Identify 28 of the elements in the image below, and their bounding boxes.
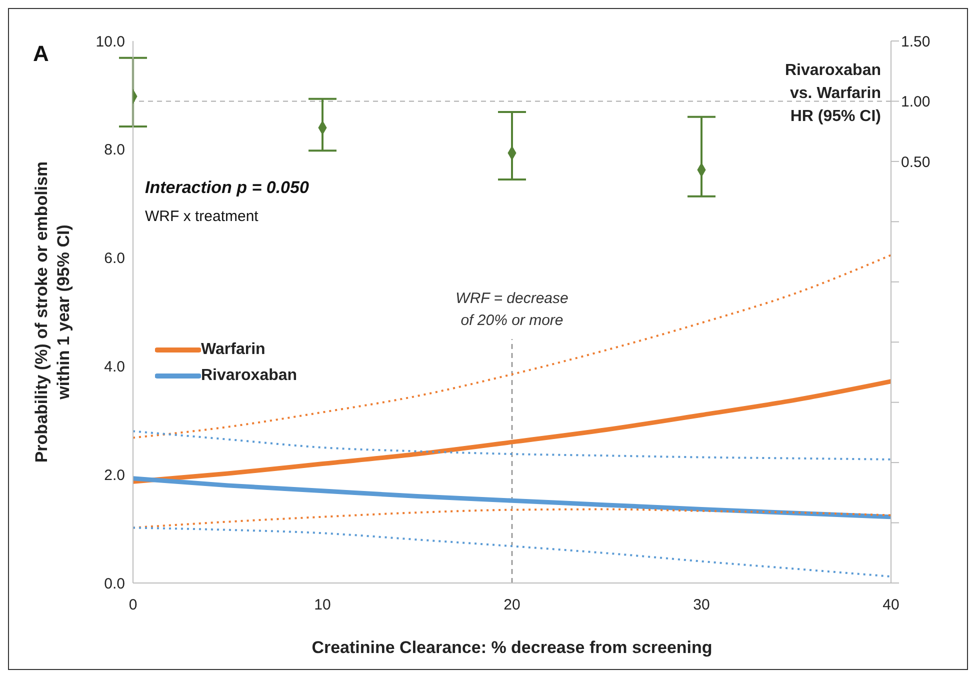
y2-tick-label: 0.50 bbox=[901, 154, 930, 171]
annotation: Interaction p = 0.050 bbox=[145, 178, 310, 197]
y-tick-label: 4.0 bbox=[104, 358, 125, 376]
legend-label: Warfarin bbox=[201, 341, 266, 359]
x-tick-label: 30 bbox=[693, 596, 710, 614]
y2-axis-title: Rivaroxaban vs. Warfarin HR (95% CI) bbox=[784, 62, 881, 125]
y-tick-label: 2.0 bbox=[104, 466, 125, 484]
y-tick-label: 10.0 bbox=[96, 33, 125, 50]
line-series bbox=[133, 476, 891, 520]
line-series bbox=[133, 430, 891, 460]
y-tick-label: 8.0 bbox=[104, 142, 125, 159]
x-tick-label: 10 bbox=[314, 596, 331, 614]
y-tick-label: 6.0 bbox=[104, 250, 125, 268]
annotation: WRF x treatment bbox=[145, 208, 260, 225]
y-axis-title: Probability (%) of stroke or embolism within 1 year (95% CI) bbox=[32, 161, 73, 463]
x-tick-label: 20 bbox=[504, 596, 520, 614]
text: A bbox=[33, 41, 49, 66]
x-tick-label: 0 bbox=[128, 596, 138, 614]
line-series bbox=[133, 254, 891, 439]
y2-tick-label: 1.50 bbox=[901, 33, 930, 50]
x-axis-title: Creatinine Clearance: % decrease from screening bbox=[312, 638, 712, 657]
ref-line-label: WRF = decrease of 20% or more bbox=[456, 290, 568, 330]
line-series bbox=[133, 526, 891, 578]
legend-label: Rivaroxaban bbox=[201, 367, 298, 385]
line-series bbox=[133, 379, 891, 484]
y2-tick-label: 1.00 bbox=[901, 94, 930, 111]
y-tick-label: 0.0 bbox=[104, 575, 125, 592]
x-tick-label: 40 bbox=[882, 596, 900, 614]
